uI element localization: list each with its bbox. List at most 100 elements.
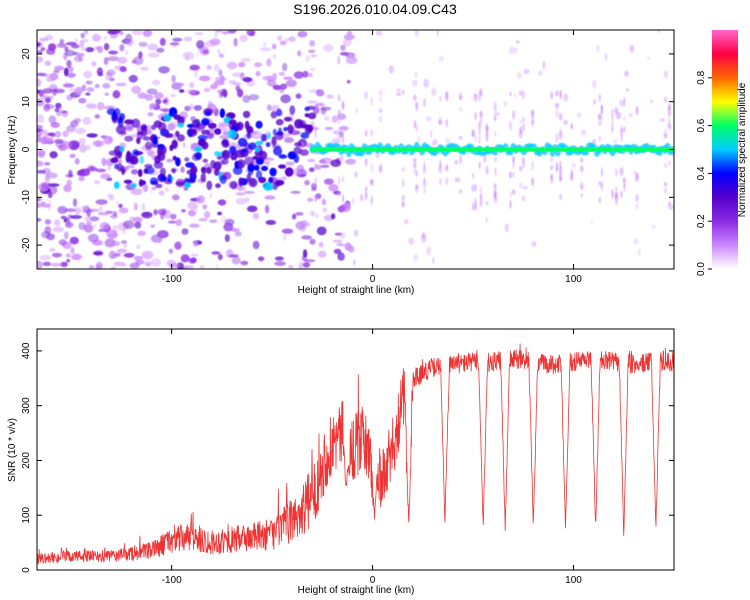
spectrogram-blob [216,155,223,160]
spectrogram-blob [198,218,208,222]
spectrogram-blob [140,66,149,71]
spectrogram-blob [503,100,507,107]
spectrogram-blob [332,239,343,243]
spectrogram-blob [85,47,95,53]
spectrogram-blob [198,75,211,82]
spectrogram-blob [37,50,43,55]
spectrogram-blob [69,236,79,245]
spectrogram-blob [173,114,181,120]
spectrogram-blob [114,163,119,170]
spectrogram-blob [172,37,183,42]
spectrogram-blob [283,233,287,242]
spectrogram-blob [122,220,135,229]
spectrogram-blob [188,103,194,111]
spectrogram-blob [57,205,66,213]
spectrogram-blob [342,102,345,109]
spectrogram-blob [511,189,516,195]
spectrogram-blob [195,32,204,36]
spectrogram-blob [66,72,76,78]
spectrogram-blob [215,263,219,269]
spectrogram-blob [415,170,419,177]
spectrogram-blob [265,220,277,225]
spectrogram-blob [80,205,85,214]
spectrogram-blob [81,38,89,43]
spectrogram-blob [651,224,657,229]
spectrogram-blob [158,235,162,244]
spectrogram-blob [246,205,258,213]
spectrogram-blob [314,177,318,184]
spectrogram-blob [474,197,477,206]
spectrogram-blob [219,175,227,185]
spectrogram-blob [522,123,525,132]
spectrogram-blob [314,105,317,110]
spectrogram-blob [577,112,582,118]
spectrogram-blob [513,93,517,98]
spectrogram-blob [238,177,244,187]
spectrogram-blob [106,69,116,77]
spectrogram-blob [504,223,509,233]
spectrogram-blob [239,34,248,42]
spectrogram-blob [414,102,419,109]
colorbar: 0.0 0.2 0.4 0.6 0.8 Normalized spectral ampl… [696,30,748,276]
spectrogram-blob [478,163,481,170]
snr-x-ticks: -100 0 100 [162,329,582,586]
spectrogram-blob [85,220,91,227]
spectrogram-blob [474,134,477,143]
spectrogram-blob [56,43,67,48]
spectrogram-blob [224,234,230,243]
spectrogram-blob [414,30,419,37]
spectrogram-blob [339,232,346,240]
snr-series-line [37,343,674,565]
spectrogram-blob [493,116,497,122]
spectrogram-blob [131,57,138,64]
spectrogram-blob [378,90,383,96]
spectrogram-blob [255,140,264,146]
spectrogram-blob [68,169,73,178]
spectrogram-blob [95,168,106,173]
spectrogram-blob [240,148,248,153]
spectrogram-blob [324,126,334,131]
colorbar-label: Normalized spectral amplitude [737,82,748,217]
spectrogram-blob [139,155,145,164]
x-tick-label: -100 [162,575,182,586]
spectrogram-blob [123,252,135,258]
snr-x-axis-label: Height of straight line (km) [298,585,415,596]
spectrogram-blob [485,201,489,205]
spectrogram-blob [236,159,246,169]
spectrogram-blob [115,252,121,257]
spectrogram-blob [364,91,369,99]
spectrogram-blob [337,192,342,197]
spectrogram-blob [226,61,238,70]
spectrogram-blob [213,80,225,86]
spectrogram-blob [615,200,618,205]
spectrogram-blob [354,171,358,178]
spectrogram-blob [478,121,482,131]
spectrogram-blob [318,242,324,248]
spectrogram-blob [315,89,325,97]
spectrogram-blob [396,92,402,97]
spectrogram-blob [122,263,127,267]
spectrogram-blob [422,166,427,175]
spectrogram-blob [619,167,624,175]
spectrogram-blob [342,196,345,203]
spectrogram-blob [207,100,213,110]
spectrogram-blob [234,231,242,237]
spectrogram-blob [171,74,176,83]
spectrogram-blob [69,153,76,159]
y-tick-label: -10 [21,190,32,205]
spectrogram-blob [52,252,62,258]
spectrogram-blob [401,194,405,202]
spectrogram-blob [379,116,382,123]
spectrogram-blob [153,209,158,216]
spectrogram-blob [94,83,100,89]
spectrogram-blob [281,228,294,234]
spectrogram-blob [531,120,534,127]
spectrogram-blob [95,140,101,148]
spectrogram-blob [423,186,426,194]
spectrogram-blob [186,178,196,184]
spectrogram-blob [59,38,65,45]
spectrogram-blob [512,171,515,178]
spectrogram-blob [439,178,442,186]
spectrogram-blob [611,120,614,125]
spectrogram-blob [555,133,559,143]
